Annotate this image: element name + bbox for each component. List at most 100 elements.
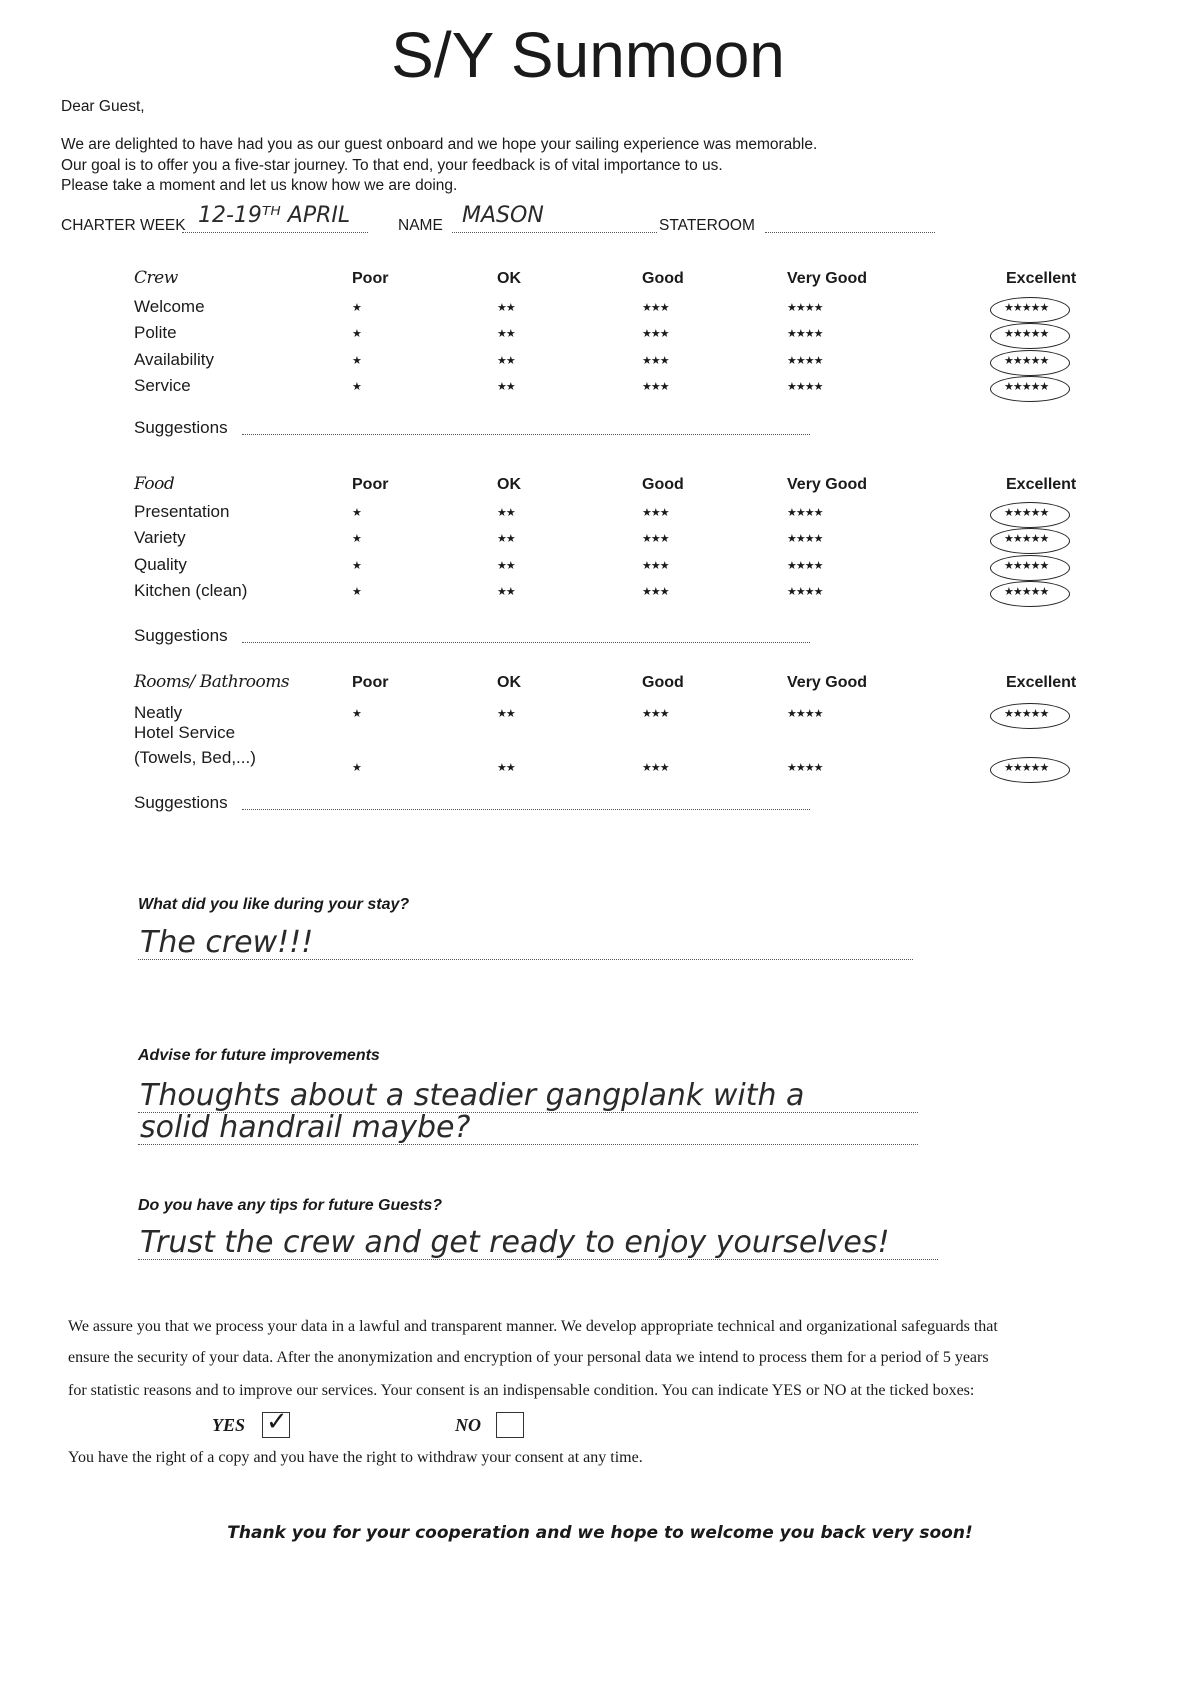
star-rating-option[interactable]: ★★	[497, 506, 516, 519]
star-rating-option[interactable]: ★★★★	[787, 559, 823, 572]
column-header: Poor	[352, 476, 389, 493]
column-header: Good	[642, 476, 684, 493]
star-rating-option[interactable]: ★	[352, 707, 362, 720]
rating-item-label: Presentation	[134, 502, 230, 521]
question-label: Do you have any tips for future Guests?	[138, 1197, 443, 1214]
star-rating-option[interactable]: ★★★	[642, 532, 670, 545]
check-icon: ✓	[266, 1407, 288, 1437]
no-checkbox[interactable]	[496, 1412, 524, 1438]
yes-checkbox[interactable]: ✓	[262, 1407, 290, 1438]
rating-item-label: (Towels, Bed,...)	[134, 748, 256, 767]
star-rating-option[interactable]: ★★★★	[787, 761, 823, 774]
intro-line: We are delighted to have had you as our …	[61, 136, 818, 153]
column-header: Very Good	[787, 476, 868, 493]
selected-rating-circle	[990, 350, 1070, 376]
suggestions-field[interactable]	[242, 809, 810, 810]
star-rating-option[interactable]: ★	[352, 301, 362, 314]
star-rating-option[interactable]: ★	[352, 585, 362, 598]
star-rating-option[interactable]: ★★★	[642, 761, 670, 774]
section-title: Rooms/ Bathrooms	[134, 672, 290, 692]
column-header: Very Good	[787, 270, 868, 287]
suggestions-field[interactable]	[242, 434, 810, 435]
star-rating-option[interactable]: ★★★★	[787, 506, 823, 519]
star-rating-option[interactable]: ★★★	[642, 585, 670, 598]
star-rating-option[interactable]: ★★★	[642, 354, 670, 367]
star-rating-option[interactable]: ★★★★	[787, 707, 823, 720]
selected-rating-circle	[990, 502, 1070, 528]
star-rating-option[interactable]: ★★★★	[787, 380, 823, 393]
answer-text[interactable]: solid handrail maybe?	[140, 1110, 471, 1145]
star-rating-option[interactable]: ★★	[497, 559, 516, 572]
star-rating-option[interactable]: ★★★	[642, 301, 670, 314]
answer-text[interactable]: The crew!!!	[140, 925, 314, 960]
selected-rating-circle	[990, 555, 1070, 581]
selected-rating-circle	[990, 297, 1070, 323]
column-header: OK	[497, 270, 521, 287]
name-field[interactable]: MASON	[462, 203, 544, 228]
star-rating-option[interactable]: ★★	[497, 327, 516, 340]
rating-item-label: Kitchen (clean)	[134, 581, 248, 600]
rating-item-label: Neatly	[134, 703, 183, 722]
column-header: Excellent	[1006, 674, 1077, 691]
page-title: S/Y Sunmoon	[391, 19, 785, 91]
selected-rating-circle	[990, 703, 1070, 729]
column-header: Poor	[352, 270, 389, 287]
star-rating-option[interactable]: ★★★	[642, 506, 670, 519]
star-rating-option[interactable]: ★★★★	[787, 354, 823, 367]
selected-rating-circle	[990, 581, 1070, 607]
star-rating-option[interactable]: ★	[352, 559, 362, 572]
selected-rating-circle	[990, 376, 1070, 402]
star-rating-option[interactable]: ★	[352, 761, 362, 774]
question-label: What did you like during your stay?	[138, 896, 410, 913]
column-header: Excellent	[1006, 270, 1077, 287]
rating-item-label: Quality	[134, 555, 187, 574]
suggestions-field[interactable]	[242, 642, 810, 643]
star-rating-option[interactable]: ★★★	[642, 707, 670, 720]
charter-week-field[interactable]: 12-19ᵀᴴ APRIL	[198, 203, 351, 228]
star-rating-option[interactable]: ★★	[497, 301, 516, 314]
rating-item-label: Service	[134, 376, 191, 395]
charter-week-label: CHARTER WEEK	[61, 217, 186, 234]
selected-rating-circle	[990, 528, 1070, 554]
section-title: Food	[134, 474, 175, 494]
no-label: NO	[455, 1415, 481, 1435]
consent-text: for statistic reasons and to improve our…	[68, 1382, 975, 1399]
suggestions-label: Suggestions	[134, 626, 228, 645]
intro-line: Our goal is to offer you a five-star jou…	[61, 157, 723, 174]
star-rating-option[interactable]: ★★	[497, 761, 516, 774]
name-label: NAME	[398, 217, 443, 234]
column-header: OK	[497, 476, 521, 493]
star-rating-option[interactable]: ★★	[497, 585, 516, 598]
star-rating-option[interactable]: ★	[352, 354, 362, 367]
star-rating-option[interactable]: ★	[352, 380, 362, 393]
yes-label: YES	[212, 1415, 246, 1435]
star-rating-option[interactable]: ★★★★	[787, 532, 823, 545]
star-rating-option[interactable]: ★★★	[642, 327, 670, 340]
consent-text: ensure the security of your data. After …	[68, 1349, 989, 1366]
answer-text[interactable]: Trust the crew and get ready to enjoy yo…	[140, 1225, 890, 1260]
rating-item-label: Availability	[134, 350, 215, 369]
star-rating-option[interactable]: ★★	[497, 380, 516, 393]
star-rating-option[interactable]: ★★	[497, 707, 516, 720]
rights-text: You have the right of a copy and you hav…	[68, 1449, 643, 1466]
stateroom-label: STATEROOM	[659, 217, 755, 234]
star-rating-option[interactable]: ★★★★	[787, 327, 823, 340]
star-rating-option[interactable]: ★★★	[642, 559, 670, 572]
suggestions-label: Suggestions	[134, 793, 228, 812]
rating-item-label: Polite	[134, 323, 177, 342]
selected-rating-circle	[990, 757, 1070, 783]
closing-text: Thank you for your cooperation and we ho…	[227, 1523, 973, 1543]
star-rating-option[interactable]: ★	[352, 506, 362, 519]
star-rating-option[interactable]: ★★★★	[787, 301, 823, 314]
star-rating-option[interactable]: ★	[352, 327, 362, 340]
star-rating-option[interactable]: ★★★★	[787, 585, 823, 598]
rating-item-label: Welcome	[134, 297, 205, 316]
star-rating-option[interactable]: ★	[352, 532, 362, 545]
star-rating-option[interactable]: ★★	[497, 532, 516, 545]
column-header: OK	[497, 674, 521, 691]
star-rating-option[interactable]: ★★	[497, 354, 516, 367]
greeting: Dear Guest,	[61, 98, 145, 115]
star-rating-option[interactable]: ★★★	[642, 380, 670, 393]
selected-rating-circle	[990, 323, 1070, 349]
answer-text[interactable]: Thoughts about a steadier gangplank with…	[140, 1078, 805, 1113]
